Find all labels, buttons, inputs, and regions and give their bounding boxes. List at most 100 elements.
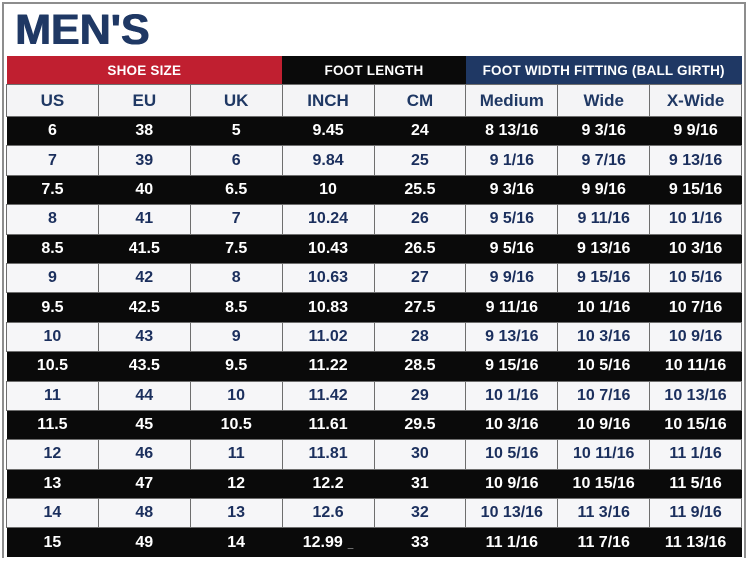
cell-us: 13 <box>6 469 99 499</box>
cell-value: 9 9/16 <box>489 269 535 287</box>
cell-inch: 10 <box>282 175 374 205</box>
cell-medium: 9 9/16 <box>465 262 559 294</box>
cell-uk: 14 <box>190 527 283 557</box>
cell-x-wide: 10 1/16 <box>649 204 742 235</box>
cell-value: 42.5 <box>128 298 160 316</box>
cell-value: 9 13/16 <box>668 151 723 169</box>
cell-medium: 9 5/16 <box>465 204 559 235</box>
cell-value: 8 <box>231 269 241 287</box>
cell-value: 10.5 <box>220 416 252 434</box>
cell-value: 9 <box>47 269 57 287</box>
table-row: 7.5 40 6.5 10 25.5 9 3/16 9 9/16 9 15/16 <box>6 175 742 205</box>
cell-value: 9 <box>231 327 241 345</box>
title-band: MEN'S <box>4 4 744 56</box>
cell-us: 9 <box>6 262 99 294</box>
cell-value: 9 11/16 <box>485 298 539 316</box>
cell-value: 29.5 <box>404 416 436 434</box>
cell-value: 27.5 <box>404 298 436 316</box>
cell-medium: 10 1/16 <box>465 380 559 411</box>
cell-value: 42 <box>135 269 154 287</box>
cell-value: 41.5 <box>128 239 160 257</box>
cell-value: 6.5 <box>225 180 248 198</box>
cell-value: 11 9/16 <box>669 504 722 522</box>
cell-value: 45 <box>135 416 154 434</box>
cell-value: 8 13/16 <box>485 122 539 140</box>
cell-value: 9 1/16 <box>489 151 535 169</box>
cell-wide: 10 1/16 <box>557 292 650 323</box>
cell-us: 11.5 <box>6 410 99 440</box>
cell-value: 9.84 <box>312 151 344 169</box>
cell-uk: 10 <box>189 380 283 411</box>
column-header-row: US EU UK INCH CM Medium Wide X-Wide <box>6 84 742 117</box>
column-header-wide: Wide <box>557 84 651 117</box>
cell-inch: 11.22 <box>282 351 374 382</box>
cell-value: 40 <box>135 180 154 198</box>
table-row: 8 41 7 10.24 26 9 5/16 9 11/16 10 1/16 <box>6 204 742 235</box>
cell-value: 10 11/16 <box>572 445 635 463</box>
cell-value: 10 5/16 <box>668 269 723 287</box>
cell-uk: 7.5 <box>190 234 283 264</box>
cell-eu: 47 <box>98 469 191 499</box>
cell-inch: 11.61 <box>282 410 374 440</box>
cell-value: 13 <box>227 504 246 522</box>
cell-value: 10 9/16 <box>485 474 539 492</box>
cell-value: 12.6 <box>312 504 344 522</box>
cell-value: 39 <box>135 151 154 169</box>
cell-eu: 48 <box>97 498 191 529</box>
header-group-shoe-size: SHOE SIZE <box>6 56 283 85</box>
cell-value: 7 <box>231 210 241 228</box>
cell-eu: 44 <box>97 380 191 411</box>
cell-us: 8.5 <box>6 234 99 264</box>
cell-value: 10.24 <box>308 210 349 228</box>
header-group-foot-width: FOOT WIDTH FITTING (BALL GIRTH) <box>465 56 742 85</box>
cell-us: 8 <box>6 204 99 235</box>
cell-value: 28.5 <box>404 357 436 375</box>
cell-value: 9 5/16 <box>489 239 535 257</box>
cell-wide: 9 15/16 <box>557 262 651 294</box>
cell-cm: 28.5 <box>374 351 466 382</box>
cell-eu: 42.5 <box>98 292 191 323</box>
cell-value: 11 13/16 <box>664 533 727 551</box>
column-header-eu: EU <box>97 84 191 117</box>
cell-value: 8.5 <box>41 239 64 257</box>
cell-value: 9 3/16 <box>581 122 626 140</box>
cell-inch: 10.43 <box>282 234 374 264</box>
cell-x-wide: 11 1/16 <box>649 439 742 470</box>
table-row: 8.5 41.5 7.5 10.43 26.5 9 5/16 9 13/16 10 3/16 <box>6 234 742 264</box>
cell-wide: 9 9/16 <box>557 175 650 205</box>
table-row: 11.5 45 10.5 11.61 29.5 10 3/16 10 9/16 10 15/1… <box>6 410 742 440</box>
cell-us: 7.5 <box>6 175 99 205</box>
cell-uk: 6 <box>189 145 283 176</box>
cell-value: 14 <box>43 504 62 522</box>
cell-value: 9 9/16 <box>673 122 718 140</box>
header-group-foot-length: FOOT LENGTH <box>282 56 466 85</box>
cell-value: 9 13/16 <box>485 327 539 345</box>
cell-value: 9 9/16 <box>581 180 626 198</box>
stray-mark: _ <box>347 538 354 550</box>
cell-x-wide: 10 7/16 <box>649 292 742 323</box>
cell-medium: 8 13/16 <box>465 116 558 146</box>
cell-value: 10 5/16 <box>576 357 631 375</box>
cell-value: 41 <box>135 210 154 228</box>
cell-x-wide: 11 13/16 <box>649 527 742 557</box>
cell-value: 28 <box>411 327 429 345</box>
cell-wide: 10 7/16 <box>557 380 651 411</box>
cell-value: 10.5 <box>36 357 68 375</box>
cell-eu: 38 <box>98 116 191 146</box>
cell-value: 10 <box>319 180 337 198</box>
cell-uk: 9.5 <box>190 351 283 382</box>
cell-x-wide: 10 3/16 <box>649 234 742 264</box>
cell-x-wide: 10 9/16 <box>649 321 742 353</box>
cell-medium: 9 11/16 <box>465 292 558 323</box>
cell-value: 11 <box>227 445 245 463</box>
cell-value: 27 <box>411 269 429 287</box>
cell-value: 11 <box>43 386 61 404</box>
table-row: 14 48 13 12.6 32 10 13/16 11 3/16 11 9/16 <box>6 498 742 529</box>
cell-medium: 10 3/16 <box>465 410 558 440</box>
cell-value: 10 13/16 <box>480 504 543 522</box>
cell-wide: 10 3/16 <box>557 321 651 353</box>
cell-x-wide: 10 13/16 <box>649 380 742 411</box>
cell-eu: 45 <box>98 410 191 440</box>
cell-cm: 25 <box>373 145 467 176</box>
cell-value: 10 9/16 <box>576 416 631 434</box>
